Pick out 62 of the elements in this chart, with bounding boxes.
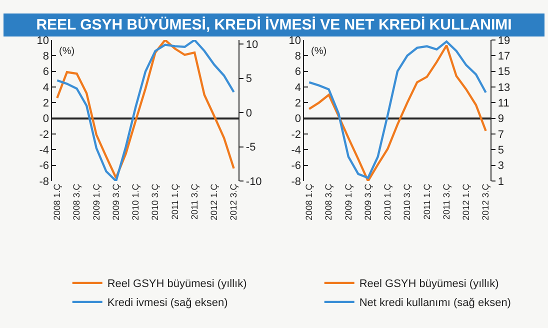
x-tick-label: 2012 1.Ç <box>209 183 220 220</box>
x-tick-label: 2011 3.Ç <box>189 183 200 220</box>
y-tick-label: -8 <box>39 176 50 188</box>
y-tick-label: 2 <box>294 98 302 110</box>
y2-tick-label: 19 <box>498 34 510 47</box>
y-tick-label: -8 <box>291 176 302 188</box>
x-tick-label: 2012 1.Ç <box>461 183 472 220</box>
y2-tick-label: 15 <box>498 66 510 78</box>
y2-tick-label: 13 <box>498 82 510 94</box>
y2-tick-label: -10 <box>246 176 262 188</box>
y-tick-label: 4 <box>42 82 50 94</box>
y2-tick-label: 5 <box>246 73 252 86</box>
y2-tick-label: 0 <box>246 107 252 120</box>
y-tick-label: 10 <box>288 34 302 47</box>
y-tick-label: 8 <box>42 50 50 63</box>
x-tick-label: 2011 3.Ç <box>441 183 452 220</box>
legend-label: Reel GSYH büyümesi (yıllık) <box>359 278 499 290</box>
y2-tick-label: 17 <box>498 50 510 63</box>
y-tick-label: -6 <box>291 160 302 172</box>
y2-tick-label: 11 <box>498 98 510 110</box>
x-tick-label: 2010 1.Ç <box>130 183 141 220</box>
x-tick-label: 2008 1.Ç <box>304 183 314 220</box>
legend-label: Kredi ivmesi (sağ eksen) <box>107 297 228 310</box>
y-tick-label: 2 <box>42 98 50 110</box>
y-tick-label: 6 <box>294 66 302 78</box>
legend-label: Net kredi kullanımı (sağ eksen) <box>359 297 511 310</box>
y2-tick-label: 3 <box>498 160 504 172</box>
legend-label: Reel GSYH büyümesi (yıllık) <box>107 278 247 290</box>
y-axis-title: (%) <box>59 46 75 57</box>
y2-tick-label: 7 <box>498 128 504 141</box>
x-tick-label: 2009 1.Ç <box>343 183 354 220</box>
y-tick-label: 0 <box>42 113 50 126</box>
y2-tick-label: 9 <box>498 113 504 126</box>
x-tick-label: 2010 3.Ç <box>402 183 412 220</box>
y2-tick-label: 10 <box>246 38 258 51</box>
text: REEL GSYH BÜYÜMESİ, KREDİ İVMESİ VE NET KREDİ KULLANIMI <box>36 16 512 34</box>
y-tick-label: 10 <box>36 34 50 47</box>
x-tick-label: 2008 3.Ç <box>324 183 334 220</box>
y-tick-label: 8 <box>294 50 302 63</box>
y-tick-label: -2 <box>291 128 302 141</box>
x-tick-label: 2012 3.Ç <box>480 183 491 220</box>
y-axis-title: (%) <box>311 46 327 57</box>
y-tick-label: 0 <box>294 113 302 126</box>
x-tick-label: 2009 1.Ç <box>91 183 102 220</box>
y2-tick-label: 1 <box>498 176 504 188</box>
y-tick-label: -6 <box>39 160 50 172</box>
x-tick-label: 2009 3.Ç <box>110 183 121 220</box>
y2-tick-label: -5 <box>246 142 256 154</box>
x-tick-label: 2008 1.Ç <box>52 183 62 220</box>
x-tick-label: 2010 1.Ç <box>382 183 393 220</box>
x-tick-label: 2012 3.Ç <box>228 183 239 220</box>
y-tick-label: 6 <box>42 66 50 78</box>
y-tick-label: 4 <box>294 82 302 94</box>
y-tick-label: -4 <box>39 144 50 157</box>
x-tick-label: 2011 1.Ç <box>422 183 432 220</box>
y-tick-label: -2 <box>39 128 50 141</box>
x-tick-label: 2010 3.Ç <box>150 183 160 220</box>
x-tick-label: 2011 1.Ç <box>170 183 180 220</box>
x-tick-label: 2008 3.Ç <box>72 183 82 220</box>
x-tick-label: 2009 3.Ç <box>362 183 373 220</box>
y2-tick-label: 5 <box>498 144 504 157</box>
y-tick-label: -4 <box>291 144 302 157</box>
